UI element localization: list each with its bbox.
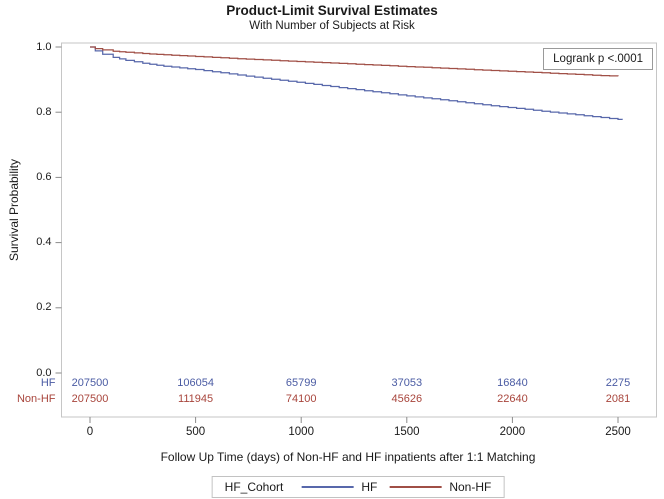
at-risk-value: 2275 <box>605 377 631 389</box>
plot-frame <box>61 42 657 418</box>
x-tick-label: 0 <box>86 426 94 438</box>
y-tick-label: 1.0 <box>36 40 52 53</box>
x-tick-label: 2500 <box>605 426 631 438</box>
legend-title: HF_Cohort <box>224 480 284 494</box>
survival-curve-nonhf <box>90 46 619 77</box>
y-tick-label: 0.8 <box>36 105 52 118</box>
at-risk-value: 2081 <box>605 393 631 405</box>
x-tick-label: 2000 <box>499 426 526 438</box>
y-tick-label: 0.4 <box>36 236 52 249</box>
legend: HF_Cohort HF Non-HF <box>211 476 505 498</box>
at-risk-value: 65799 <box>285 377 317 389</box>
at-risk-value: 22640 <box>497 393 528 405</box>
at-risk-value: 207500 <box>71 393 109 405</box>
chart-subtitle: With Number of Subjects at Risk <box>249 20 415 32</box>
at-risk-row-label: HF <box>40 377 56 389</box>
y-tick-label: 0.6 <box>36 170 52 183</box>
logrank-annotation-text: Logrank p <.0001 <box>553 53 643 65</box>
at-risk-value: 106054 <box>177 377 214 389</box>
at-risk-value: 207500 <box>71 377 109 389</box>
at-risk-value: 74100 <box>285 393 317 405</box>
logrank-annotation-box: Logrank p <.0001 <box>543 48 653 70</box>
at-risk-row-label: Non-HF <box>16 393 56 405</box>
at-risk-value: 45626 <box>391 393 423 405</box>
at-risk-value: 37053 <box>391 377 423 389</box>
legend-line-hf <box>301 486 354 488</box>
legend-line-nonhf <box>389 486 442 488</box>
y-tick-label: 0.2 <box>36 301 52 314</box>
x-tick-label: 1000 <box>288 426 314 438</box>
page-title: Product-Limit Survival Estimates <box>226 3 438 18</box>
legend-label-nonhf: Non-HF <box>449 480 492 494</box>
x-tick-label: 1500 <box>394 426 420 438</box>
x-axis-title: Follow Up Time (days) of Non-HF and HF i… <box>160 450 536 464</box>
survival-curve-hf <box>90 46 623 121</box>
y-tick-label: 0.0 <box>36 366 52 379</box>
at-risk-value: 111945 <box>178 393 214 405</box>
at-risk-value: 16840 <box>497 377 528 389</box>
x-tick-label: 500 <box>186 426 206 438</box>
legend-label-hf: HF <box>361 480 378 494</box>
